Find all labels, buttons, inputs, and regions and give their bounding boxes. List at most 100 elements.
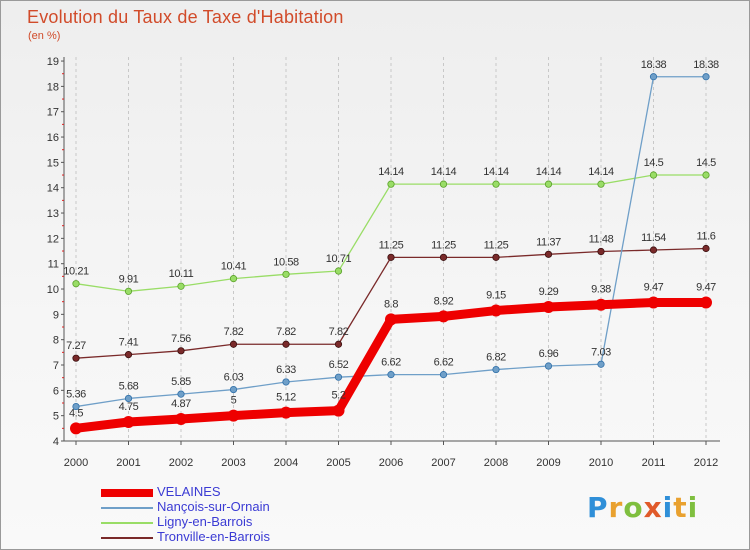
data-point [72, 354, 80, 362]
legend-label: Tronville-en-Barrois [157, 529, 270, 544]
x-tick-label: 2007 [431, 457, 455, 469]
data-point [229, 385, 238, 394]
data-point [280, 406, 292, 419]
data-label: 14.14 [588, 166, 614, 178]
data-label: 7.41 [119, 337, 139, 349]
y-tick-label: 13 [47, 208, 59, 220]
data-point [439, 371, 448, 379]
data-point [597, 180, 605, 188]
data-point [227, 409, 240, 422]
data-label: 14.14 [431, 166, 457, 178]
data-point [332, 404, 345, 417]
legend-swatch [101, 489, 153, 497]
y-tick-label: 11 [48, 259, 59, 271]
x-tick-label: 2010 [589, 457, 613, 469]
logo-letter: o [623, 491, 644, 524]
data-label: 6.62 [381, 357, 401, 369]
data-label: 5.12 [276, 392, 296, 404]
data-point [702, 171, 710, 179]
logo-letter: i [662, 491, 674, 524]
data-point [177, 390, 185, 398]
data-point [175, 412, 187, 425]
y-tick-label: 17 [47, 107, 59, 119]
x-tick-label: 2002 [169, 457, 193, 469]
x-tick-label: 2011 [642, 457, 666, 469]
data-label: 6.33 [276, 364, 296, 376]
data-point [334, 373, 343, 381]
data-label: 11.48 [589, 234, 614, 246]
data-point [387, 180, 395, 188]
data-label: 10.58 [273, 256, 299, 268]
data-label: 7.82 [276, 326, 296, 338]
data-label: 5.36 [66, 389, 86, 401]
legend-swatch [101, 507, 153, 509]
data-label: 18.38 [641, 59, 667, 71]
data-point [492, 365, 500, 374]
data-label: 8.92 [434, 295, 454, 307]
data-label: 7.56 [171, 333, 191, 345]
data-label: 7.82 [224, 326, 244, 338]
data-label: 5.85 [171, 376, 191, 388]
data-point [229, 275, 238, 283]
data-point [647, 296, 660, 309]
data-label: 11.25 [379, 239, 404, 251]
x-tick-label: 2004 [274, 457, 298, 469]
data-label: 9.47 [696, 281, 716, 293]
data-label: 9.38 [591, 284, 611, 296]
data-label: 11.25 [431, 239, 456, 251]
data-label: 6.82 [486, 352, 506, 364]
logo-letter: x [643, 491, 663, 524]
data-label: 5 [231, 395, 237, 407]
data-label: 4.87 [171, 398, 191, 410]
y-tick-label: 9 [53, 309, 59, 321]
logo-letter: t [673, 491, 688, 524]
y-tick-label: 7 [53, 360, 59, 372]
data-label: 4.5 [69, 407, 83, 419]
data-point [439, 253, 448, 261]
data-point [490, 304, 502, 317]
y-tick-label: 14 [47, 183, 59, 195]
data-point [70, 422, 82, 435]
legend-label: VELAINES [157, 484, 221, 499]
data-label: 6.03 [224, 372, 244, 384]
chart-title: Evolution du Taux de Taxe d'Habitation [27, 7, 344, 27]
data-point [177, 282, 185, 290]
data-point [595, 298, 607, 311]
data-point [385, 313, 397, 326]
y-tick-label: 4 [53, 436, 59, 448]
data-point [544, 250, 553, 258]
data-label: 14.5 [696, 157, 716, 169]
data-label: 9.15 [486, 290, 506, 302]
data-point [177, 347, 185, 355]
data-label: 7.03 [591, 346, 611, 358]
data-label: 10.21 [63, 266, 89, 278]
data-point [72, 280, 80, 288]
legend-swatch [101, 522, 153, 524]
data-point [122, 416, 135, 429]
logo-letter: r [608, 491, 624, 524]
x-tick-label: 2001 [116, 457, 140, 469]
data-point [544, 362, 553, 370]
data-label: 14.5 [644, 157, 664, 169]
x-tick-label: 2008 [484, 457, 508, 469]
x-tick-label: 2009 [536, 457, 560, 469]
y-tick-label: 5 [53, 411, 59, 423]
legend-label: Nançois-sur-Ornain [157, 499, 270, 514]
x-tick-label: 2012 [694, 457, 718, 469]
data-label: 6.62 [434, 357, 454, 369]
data-point [702, 73, 710, 81]
data-label: 7.82 [329, 326, 349, 338]
data-point [439, 180, 448, 188]
data-label: 14.14 [536, 166, 562, 178]
data-point [334, 267, 343, 275]
data-point [492, 180, 500, 188]
data-label: 18.38 [693, 59, 719, 71]
data-point [387, 253, 395, 261]
data-point [597, 360, 605, 368]
y-tick-label: 15 [47, 157, 59, 169]
logo-letter: i [687, 491, 699, 524]
data-point [124, 394, 133, 403]
data-point [282, 378, 290, 386]
